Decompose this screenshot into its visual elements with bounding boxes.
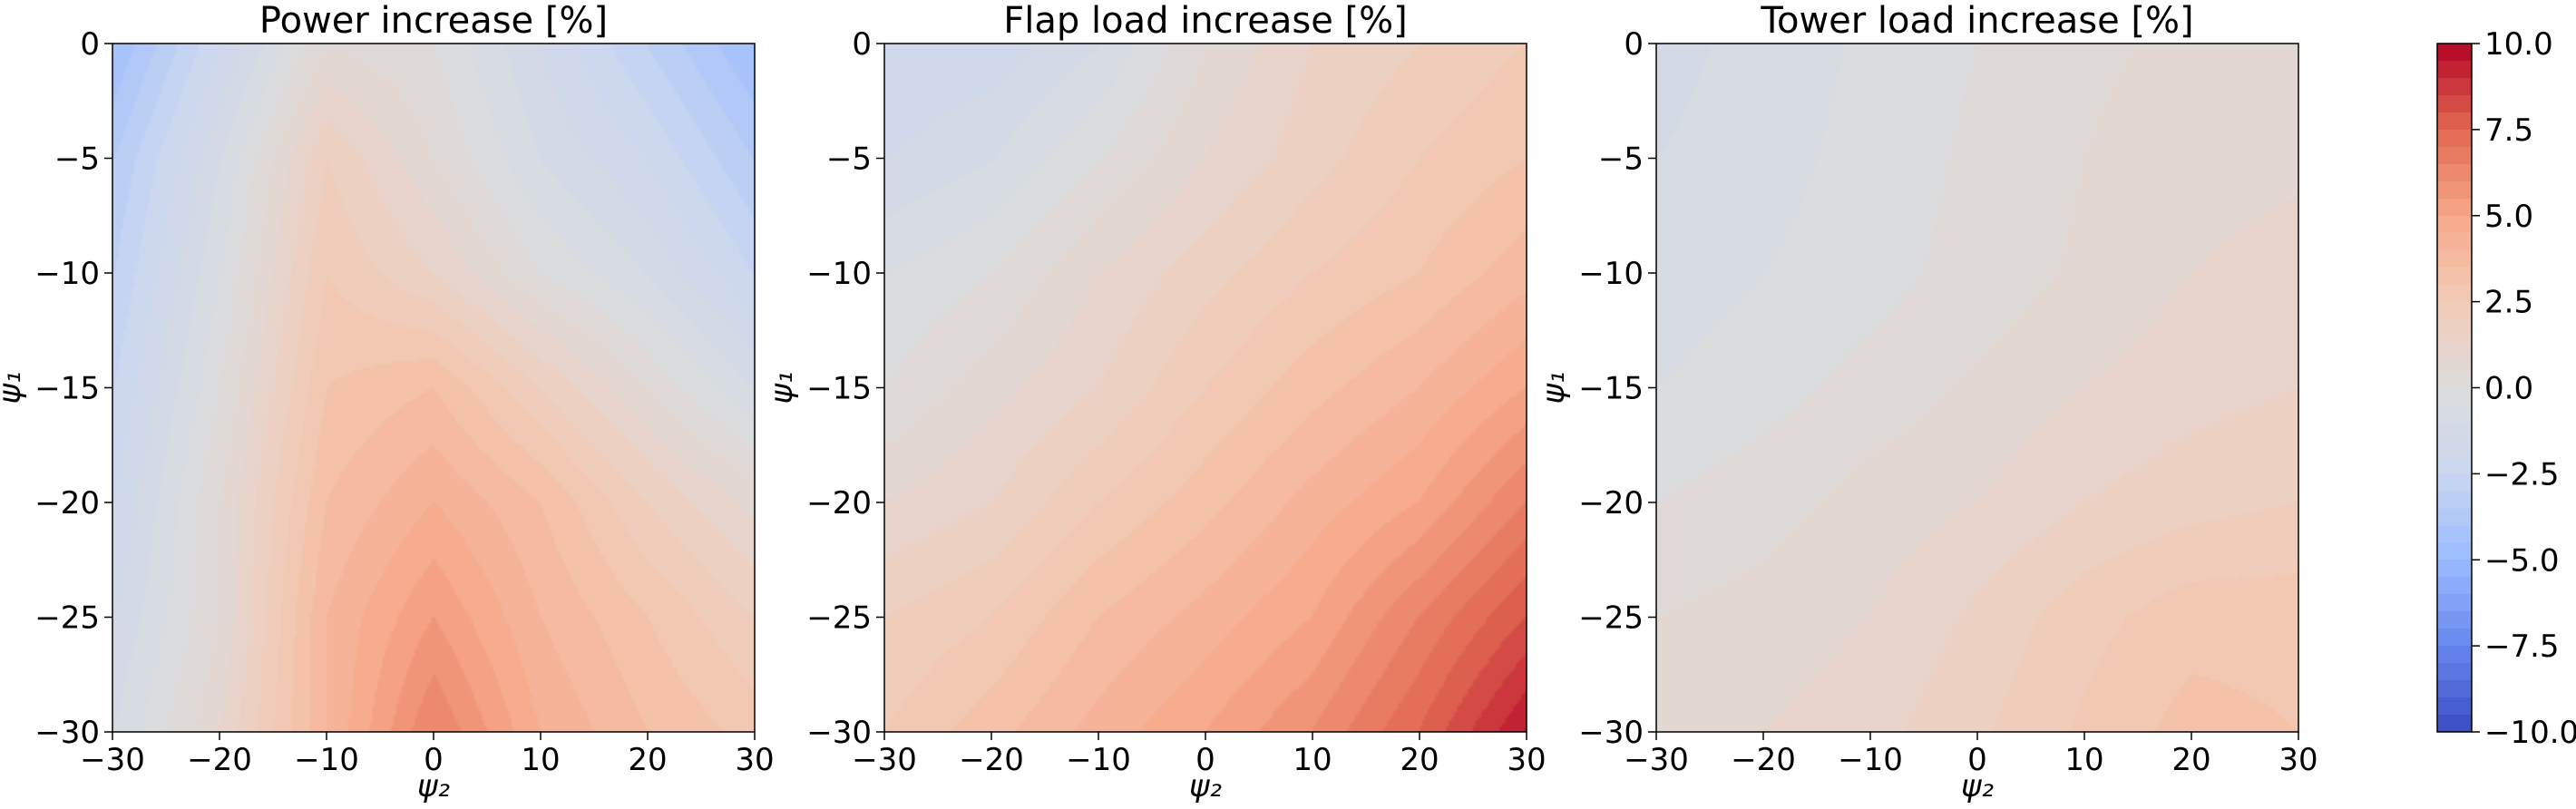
x-tick-label: −10	[1066, 742, 1131, 778]
y-tick-label: −30	[34, 715, 100, 751]
y-tick-label: −20	[34, 485, 100, 521]
y-tick-label: 0	[852, 26, 872, 63]
x-tick-label: 20	[1400, 742, 1439, 778]
colorbar-tick-label: 5.0	[2484, 199, 2533, 235]
chart-panel-2: Flap load increase [%] −30 −20 −10 0 10 20 30 0 −…	[764, 0, 1547, 804]
x-tick-label: 30	[1507, 742, 1546, 778]
y-axis-label: ψ₁	[0, 371, 28, 404]
chart-panel-3: Tower load increase [%] −30 −20 −10 0 10 20 30 0…	[1536, 0, 2318, 804]
x-tick-label: −20	[959, 742, 1024, 778]
chart-title: Tower load increase [%]	[1760, 0, 2193, 42]
chart-panel-1: Power increase [%] −30 −20 −10 0 10 20 30 0 −5 −10…	[0, 0, 775, 804]
colorbar-tick-label: −2.5	[2484, 456, 2560, 492]
y-tick-label: 0	[1624, 26, 1644, 63]
x-axis-label: ψ₂	[1189, 768, 1222, 804]
x-tick-label: −30	[852, 742, 917, 778]
y-tick-label: −15	[1578, 371, 1644, 407]
y-tick-label: −25	[806, 600, 872, 637]
colorbar-tick-label: −10.0	[2484, 715, 2576, 751]
x-tick-label: −20	[187, 742, 252, 778]
y-tick-label: −20	[1578, 485, 1644, 521]
y-tick-label: −25	[34, 600, 100, 637]
y-tick-label: −30	[806, 715, 872, 751]
x-axis-label: ψ₂	[1961, 768, 1994, 804]
colorbar: −10.0 −7.5 −5.0 −2.5 0.0 2.5 5.0 7.5 10.0	[2436, 26, 2576, 751]
x-tick-label: 10	[521, 742, 560, 778]
colorbar-tick-label: 0.0	[2484, 371, 2533, 407]
y-axis-label: ψ₁	[1536, 371, 1572, 404]
y-tick-label: −25	[1578, 600, 1644, 637]
colorbar-tick-label: −7.5	[2484, 629, 2560, 665]
heatmap-field	[112, 44, 755, 732]
y-axis-label: ψ₁	[764, 371, 800, 404]
x-tick-label: −20	[1731, 742, 1796, 778]
y-tick-label: −10	[34, 256, 100, 292]
colorbar-tick-label: 10.0	[2484, 26, 2553, 63]
colorbar-gradient	[2437, 44, 2472, 732]
y-tick-label: −15	[806, 371, 872, 407]
y-tick-label: −30	[1578, 715, 1644, 751]
x-tick-label: −10	[1838, 742, 1903, 778]
x-tick-label: 10	[2064, 742, 2103, 778]
x-tick-label: 10	[1293, 742, 1332, 778]
x-tick-label: 0	[424, 742, 444, 778]
x-tick-label: −10	[294, 742, 359, 778]
x-axis-label: ψ₂	[417, 768, 450, 804]
x-tick-label: 30	[2278, 742, 2317, 778]
y-tick-label: −10	[1578, 256, 1644, 292]
chart-title: Power increase [%]	[259, 0, 608, 42]
y-tick-label: −5	[826, 141, 872, 178]
y-tick-label: −5	[1598, 141, 1644, 178]
x-tick-label: −30	[80, 742, 145, 778]
x-tick-label: 20	[2171, 742, 2210, 778]
y-tick-label: −5	[54, 141, 100, 178]
heatmap-field	[1656, 44, 2298, 732]
x-tick-label: −30	[1624, 742, 1689, 778]
chart-title: Flap load increase [%]	[1003, 0, 1407, 42]
y-tick-label: −15	[34, 371, 100, 407]
colorbar-tick-label: 2.5	[2484, 285, 2533, 321]
x-tick-label: 0	[1967, 742, 1987, 778]
y-tick-label: −10	[806, 256, 872, 292]
colorbar-tick-label: 7.5	[2484, 112, 2533, 149]
y-tick-label: −20	[806, 485, 872, 521]
colorbar-tick-label: −5.0	[2484, 542, 2560, 579]
x-tick-label: 0	[1195, 742, 1215, 778]
x-tick-label: 20	[628, 742, 667, 778]
heatmap-field	[884, 44, 1527, 732]
x-tick-label: 30	[735, 742, 774, 778]
y-tick-label: 0	[80, 26, 100, 63]
